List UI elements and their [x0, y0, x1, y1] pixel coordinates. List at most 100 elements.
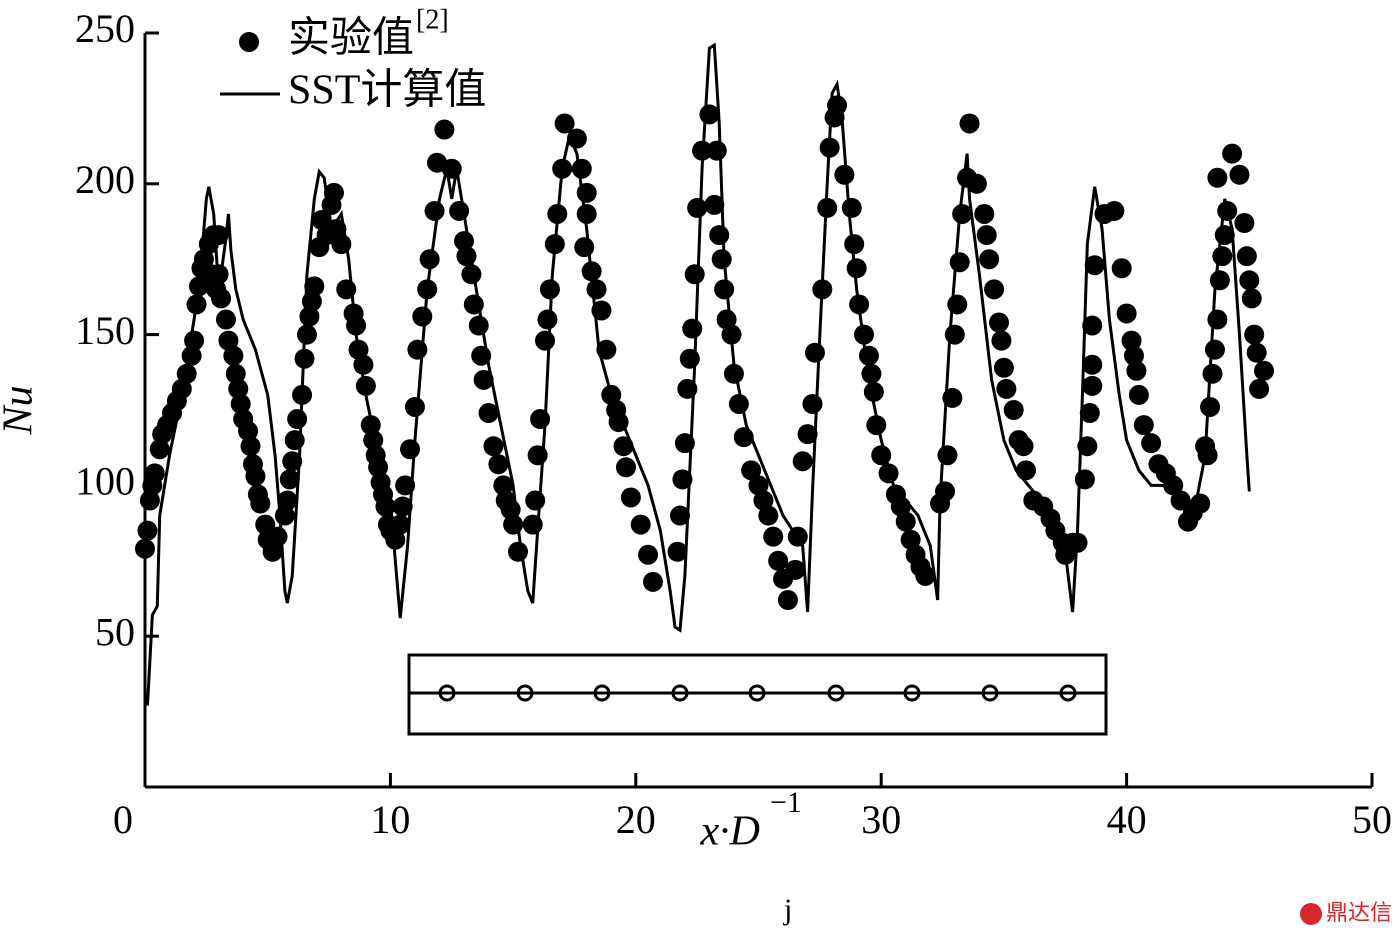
data-point: [424, 200, 445, 221]
data-point: [250, 493, 271, 514]
data-point: [353, 354, 374, 375]
data-point: [1229, 164, 1250, 185]
data-point: [586, 279, 607, 300]
data-point: [684, 264, 705, 285]
data-point: [638, 544, 659, 565]
x-tick-label: 30: [861, 797, 901, 842]
data-point: [279, 469, 300, 490]
data-point: [571, 158, 592, 179]
data-point: [777, 590, 798, 611]
data-point: [238, 421, 259, 442]
data-point: [878, 463, 899, 484]
legend-label: SST计算值: [288, 68, 486, 114]
data-point: [412, 306, 433, 327]
data-point: [245, 466, 266, 487]
data-point: [709, 225, 730, 246]
data-point: [952, 203, 973, 224]
x-tick-label: 40: [1107, 797, 1147, 842]
data-point: [959, 113, 980, 134]
data-point: [478, 403, 499, 424]
data-point: [223, 345, 244, 366]
x-axis-label-sub: j: [783, 893, 792, 926]
data-point: [974, 203, 995, 224]
y-tick-label: 100: [75, 459, 135, 504]
data-point: [1079, 403, 1100, 424]
data-point: [1111, 258, 1132, 279]
data-point: [1254, 360, 1275, 381]
data-point: [218, 330, 239, 351]
data-point: [935, 481, 956, 502]
data-point: [461, 264, 482, 285]
y-tick-label: 50: [95, 609, 135, 654]
legend-marker: [239, 32, 259, 52]
x-tick-label: 0: [113, 797, 133, 842]
data-point: [1234, 213, 1255, 234]
data-point: [714, 279, 735, 300]
data-point: [984, 279, 1005, 300]
data-point: [277, 490, 298, 511]
data-point: [1244, 324, 1265, 345]
data-point: [620, 487, 641, 508]
data-point: [768, 550, 789, 571]
data-point: [723, 363, 744, 384]
data-point: [311, 209, 332, 230]
data-point: [488, 454, 509, 475]
data-point: [1013, 436, 1034, 457]
data-point: [993, 357, 1014, 378]
data-point: [1128, 384, 1149, 405]
data-point: [642, 571, 663, 592]
data-point: [915, 565, 936, 586]
data-point: [866, 415, 887, 436]
data-point: [711, 249, 732, 270]
data-point: [493, 475, 514, 496]
data-point: [699, 104, 720, 125]
data-point: [1116, 303, 1137, 324]
data-point: [419, 249, 440, 270]
inset-schematic: [407, 653, 1108, 736]
y-tick-label: 200: [75, 157, 135, 202]
data-point: [211, 288, 232, 309]
data-point: [267, 526, 288, 547]
data-point: [1246, 342, 1267, 363]
data-point: [976, 225, 997, 246]
data-point: [1123, 345, 1144, 366]
data-point: [1212, 246, 1233, 267]
y-tick-label: 150: [75, 308, 135, 353]
data-point: [1204, 339, 1225, 360]
data-point: [483, 436, 504, 457]
data-point: [537, 309, 558, 330]
data-point: [225, 363, 246, 384]
data-point: [535, 330, 556, 351]
data-point: [996, 378, 1017, 399]
data-point: [508, 541, 529, 562]
data-point: [539, 279, 560, 300]
data-point: [323, 182, 344, 203]
data-point: [802, 393, 823, 414]
data-point: [400, 439, 421, 460]
data-point: [672, 469, 693, 490]
data-point: [1121, 330, 1142, 351]
data-point: [753, 490, 774, 511]
data-point: [979, 249, 1000, 270]
data-point: [741, 460, 762, 481]
data-point: [1202, 363, 1223, 384]
data-point: [1082, 354, 1103, 375]
data-point: [228, 378, 249, 399]
x-axis-label-sup: −1: [770, 786, 802, 819]
data-point: [687, 197, 708, 218]
data-point: [255, 514, 276, 535]
data-point: [1249, 378, 1270, 399]
legend-label: 实验值: [288, 15, 414, 62]
data-point: [991, 330, 1012, 351]
data-point: [385, 529, 406, 550]
data-point: [1200, 396, 1221, 417]
data-point: [900, 529, 921, 550]
data-point: [184, 330, 205, 351]
data-point: [944, 324, 965, 345]
data-point: [844, 234, 865, 255]
data-point: [630, 514, 651, 535]
data-point: [1207, 167, 1228, 188]
data-point: [144, 463, 165, 484]
data-point: [554, 113, 575, 134]
data-point: [988, 312, 1009, 333]
